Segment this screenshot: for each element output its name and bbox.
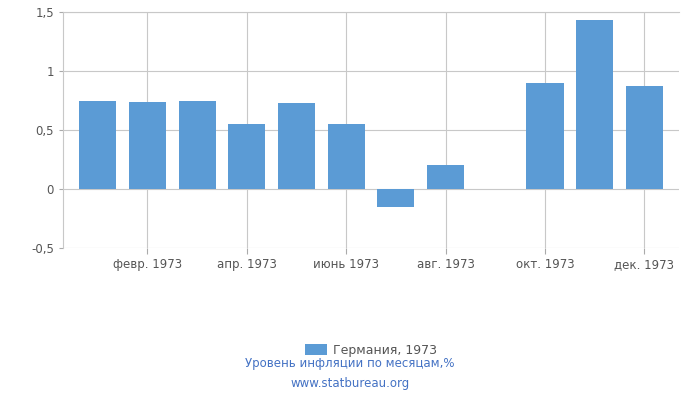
Bar [129,102,166,189]
Bar [576,20,613,189]
Bar [328,124,365,189]
Bar [377,189,414,207]
Text: Уровень инфляции по месяцам,%: Уровень инфляции по месяцам,% [245,358,455,370]
Bar [278,103,315,189]
Bar [178,100,216,189]
Bar [526,83,564,189]
Text: www.statbureau.org: www.statbureau.org [290,378,410,390]
Bar [79,100,116,189]
Bar [626,86,663,189]
Bar [427,166,464,189]
Legend: Германия, 1973: Германия, 1973 [304,344,438,357]
Bar [228,124,265,189]
